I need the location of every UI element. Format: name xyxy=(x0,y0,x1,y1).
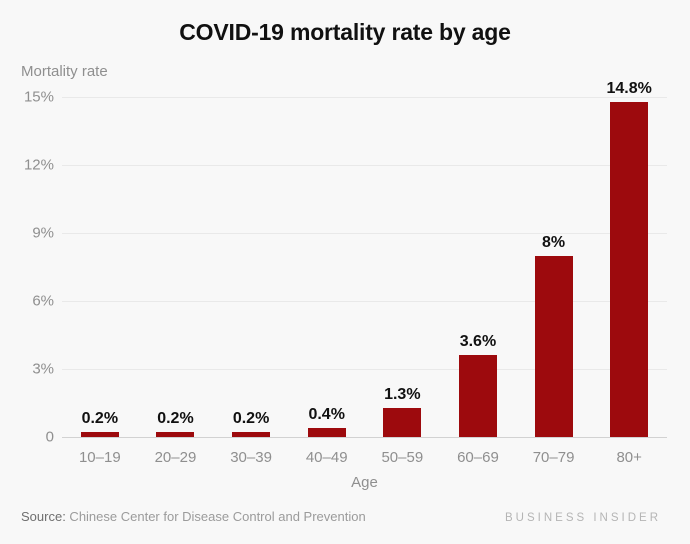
y-tick-label: 12% xyxy=(23,156,54,174)
chart-title: COVID-19 mortality rate by age xyxy=(179,19,511,45)
gridline xyxy=(62,369,667,370)
brand-logo: BUSINESS INSIDER xyxy=(505,512,661,524)
bar-80plus xyxy=(610,101,649,437)
y-axis-title: Mortality rate xyxy=(21,63,108,80)
x-tick-label: 30–39 xyxy=(230,449,272,466)
y-tick-label: 6% xyxy=(32,292,54,310)
plot-area: 15% 12% 9% 6% 3% 0 0.2% 10–19 0.2% 20–29 0.2% 30–39… xyxy=(24,80,667,466)
bar-value-label: 0.2% xyxy=(157,410,194,428)
x-tick-label: 60–69 xyxy=(457,449,499,466)
x-tick-label: 20–29 xyxy=(154,449,197,466)
bar-10-19 xyxy=(80,432,119,437)
bar-value-label: 14.8% xyxy=(606,79,652,97)
x-tick-label: 50–59 xyxy=(381,449,424,466)
gridline xyxy=(62,301,667,302)
gridline xyxy=(62,165,667,166)
x-tick-label: 40–49 xyxy=(305,449,348,466)
source-note: Source: Chinese Center for Disease Contr… xyxy=(21,509,366,524)
source-label: Source: xyxy=(21,509,66,524)
y-tick-label: 15% xyxy=(23,88,54,106)
x-tick-label: 80+ xyxy=(616,449,642,466)
gridline xyxy=(62,97,667,98)
bar-value-label: 0.4% xyxy=(308,405,345,423)
bar-value-label: 0.2% xyxy=(81,410,119,428)
y-tick-label: 3% xyxy=(32,360,54,378)
gridline xyxy=(62,233,667,234)
y-tick-label: 0 xyxy=(45,428,54,446)
bar-value-label: 3.6% xyxy=(459,333,497,351)
x-tick-label: 70–79 xyxy=(532,449,575,466)
bar-70-79 xyxy=(534,255,573,437)
source-text: Chinese Center for Disease Control and P… xyxy=(65,509,366,524)
bar-value-label: 8% xyxy=(542,233,566,251)
bar-value-label: 1.3% xyxy=(384,385,421,403)
y-tick-label: 9% xyxy=(32,224,54,242)
bar-value-label: 0.2% xyxy=(232,410,270,428)
x-axis-title: Age xyxy=(351,474,378,491)
bar-30-39 xyxy=(232,432,271,437)
bar-60-69 xyxy=(458,355,497,437)
bar-50-59 xyxy=(383,407,422,437)
x-axis-line xyxy=(62,437,667,438)
bar-20-29 xyxy=(156,432,195,437)
x-tick-label: 10–19 xyxy=(78,449,121,466)
bar-40-49 xyxy=(307,427,346,437)
